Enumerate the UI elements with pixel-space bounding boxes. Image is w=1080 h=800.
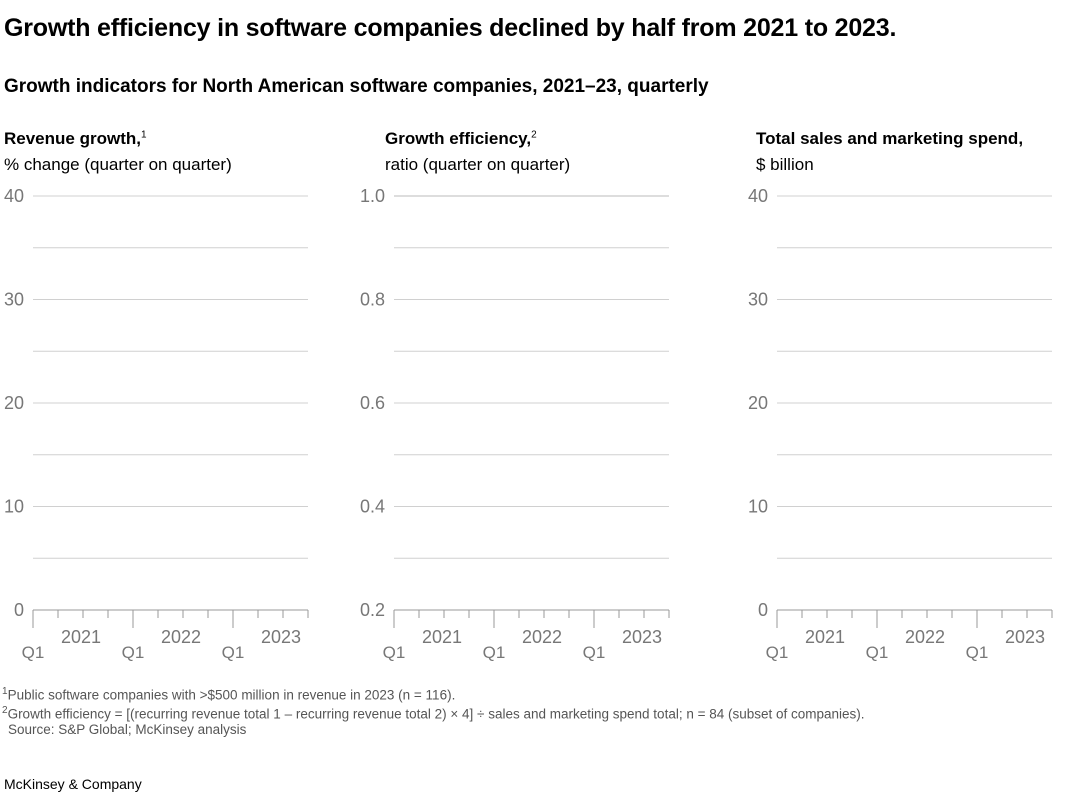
charts-svg: 0 10 20 30 40 Q1 Q1 Q1 2021 2022 2023 0.2 0.4 0.6 0.8 1… xyxy=(4,186,1053,662)
panel-1-unit: % change (quarter on quarter) xyxy=(4,155,232,174)
x-quarter-label: Q1 xyxy=(122,643,145,662)
x-year-label: 2023 xyxy=(622,627,662,647)
y-tick-label: 10 xyxy=(4,497,24,517)
x-quarter-label: Q1 xyxy=(222,643,245,662)
panel-2-title: Growth efficiency,2 xyxy=(385,129,537,148)
y-tick-label: 0 xyxy=(758,600,768,620)
y-tick-label: 1.0 xyxy=(360,186,385,206)
x-year-label: 2022 xyxy=(161,627,201,647)
x-quarter-label: Q1 xyxy=(583,643,606,662)
chart-title: Growth efficiency in software companies … xyxy=(4,14,897,42)
y-tick-label: 30 xyxy=(748,290,768,310)
x-quarter-label: Q1 xyxy=(866,643,889,662)
y-tick-label: 40 xyxy=(4,186,24,206)
x-quarter-label: Q1 xyxy=(383,643,406,662)
y-tick-label: 0.2 xyxy=(360,600,385,620)
y-tick-label: 0.6 xyxy=(360,393,385,413)
y-tick-label: 0 xyxy=(14,600,24,620)
chart-subtitle: Growth indicators for North American sof… xyxy=(4,76,709,97)
x-year-label: 2021 xyxy=(805,627,845,647)
brand-logo: McKinsey & Company xyxy=(4,776,142,792)
x-year-label: 2023 xyxy=(261,627,301,647)
x-year-label: 2021 xyxy=(422,627,462,647)
x-quarter-label: Q1 xyxy=(22,643,45,662)
x-quarter-label: Q1 xyxy=(483,643,506,662)
x-year-label: 2023 xyxy=(1005,627,1045,647)
x-year-label: 2022 xyxy=(522,627,562,647)
y-tick-label: 10 xyxy=(748,497,768,517)
y-tick-label: 20 xyxy=(4,393,24,413)
source-note: Source: S&P Global; McKinsey analysis xyxy=(8,722,247,737)
footnote-1: 1Public software companies with >$500 mi… xyxy=(2,686,456,703)
footnote-2: 2Growth efficiency = [(recurring revenue… xyxy=(2,705,865,722)
x-quarter-label: Q1 xyxy=(766,643,789,662)
x-year-label: 2022 xyxy=(905,627,945,647)
x-quarter-label: Q1 xyxy=(966,643,989,662)
panel-1-title: Revenue growth,1 xyxy=(4,129,147,148)
panel-3-title: Total sales and marketing spend, xyxy=(756,129,1024,148)
y-tick-label: 40 xyxy=(748,186,768,206)
panel-3-unit: $ billion xyxy=(756,155,814,174)
y-tick-label: 0.4 xyxy=(360,497,385,517)
x-year-label: 2021 xyxy=(61,627,101,647)
y-tick-label: 0.8 xyxy=(360,290,385,310)
panel-2-unit: ratio (quarter on quarter) xyxy=(385,155,571,174)
y-tick-label: 20 xyxy=(748,393,768,413)
y-tick-label: 30 xyxy=(4,290,24,310)
